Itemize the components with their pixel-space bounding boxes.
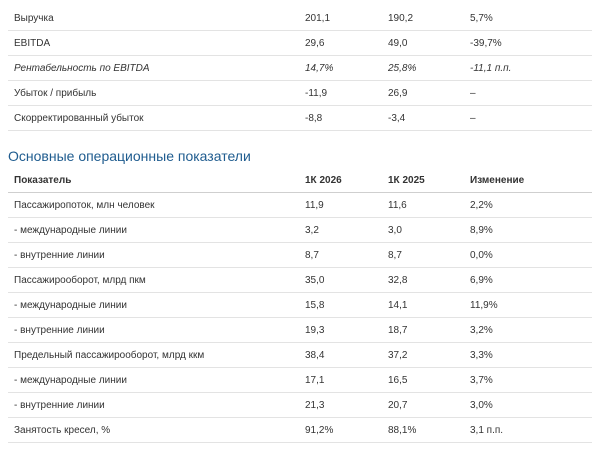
table-cell: Скорректированный убыток [8,105,299,131]
table-cell: 15,8 [299,292,382,318]
table-cell: -11,9 [299,80,382,106]
table-cell: - внутренние линии [8,317,299,343]
table-cell: 2,2% [464,192,592,218]
header-cell: 1К 2026 [299,168,382,193]
table-cell: 14,7% [299,55,382,81]
table-cell: -39,7% [464,30,592,56]
table-row: - внутренние линии 19,3 18,7 3,2% [8,317,592,343]
table-cell: 3,0% [464,392,592,418]
table-row: Убыток / прибыль -11,9 26,9– [8,80,592,106]
table-cell: – [464,80,592,106]
table-cell: 20,7 [382,392,464,418]
table-cell: Занятость кресел, % [8,417,299,443]
table-cell: 3,2% [464,317,592,343]
table-cell: - внутренние линии [8,242,299,268]
operational-table: Показатель 1К 2026 1К 2025 Изменение Пассаж… [8,168,592,443]
table-row: Занятость кресел, % 91,2% 88,1% 3,1 п.п. [8,417,592,443]
table-row: - международные линии 3,2 3,0 8,9% [8,217,592,243]
table-cell: 26,9 [382,80,464,106]
table-cell: - внутренние линии [8,392,299,418]
table-cell: Пассажирооборот, млрд пкм [8,267,299,293]
table-cell: Предельный пассажирооборот, млрд ккм [8,342,299,368]
table-cell: 37,2 [382,342,464,368]
table-cell: 25,8% [382,55,464,81]
table-row: Пассажирооборот, млрд пкм 35,0 32,8 6,9% [8,267,592,293]
table-row: Предельный пассажирооборот, млрд ккм 38,4… [8,342,592,368]
table-cell: 91,2% [299,417,382,443]
table-cell: 38,4 [299,342,382,368]
table-row: Скорректированный убыток -8,8 -3,4– [8,105,592,131]
table-cell: 5,7% [464,6,592,31]
table-cell: 29,6 [299,30,382,56]
table-cell: 190,2 [382,6,464,31]
table-cell: Рентабельность по EBITDA [8,55,299,81]
table-cell: 3,1 п.п. [464,417,592,443]
table-cell: 32,8 [382,267,464,293]
table-cell: 6,9% [464,267,592,293]
table-cell: Пассажиропоток, млн человек [8,192,299,218]
table-cell: -11,1 п.п. [464,55,592,81]
table-cell: 8,7 [299,242,382,268]
header-row: Показатель 1К 2026 1К 2025 Изменение [8,168,592,193]
table-cell: 16,5 [382,367,464,393]
table-row: - внутренние линии 8,7 8,7 0,0% [8,242,592,268]
table-cell: 11,9 [299,192,382,218]
table-cell: 3,0 [382,217,464,243]
table-cell: -8,8 [299,105,382,131]
table-cell: 17,1 [299,367,382,393]
table-cell: -3,4 [382,105,464,131]
table-cell: 0,0% [464,242,592,268]
table-row: - внутренние линии 21,3 20,7 3,0% [8,392,592,418]
section-title: Основные операционные показатели [8,148,251,164]
table-cell: EBITDA [8,30,299,56]
table-cell: - международные линии [8,367,299,393]
table-cell: 11,9% [464,292,592,318]
table-cell: Убыток / прибыль [8,80,299,106]
table-cell: 88,1% [382,417,464,443]
table-cell: 11,6 [382,192,464,218]
table-cell: - международные линии [8,292,299,318]
table-cell: 14,1 [382,292,464,318]
table-row: - международные линии 17,1 16,5 3,7% [8,367,592,393]
table-cell: 19,3 [299,317,382,343]
table-row: Пассажиропоток, млн человек 11,9 11,6 2,2% [8,192,592,218]
table-row: - международные линии 15,8 14,1 11,9% [8,292,592,318]
table-row: Выручка 201,1 190,2 5,7% [8,6,592,31]
table-cell: 3,2 [299,217,382,243]
header-cell: Изменение [464,168,592,193]
table-cell: – [464,105,592,131]
financial-table: Выручка 201,1 190,2 5,7% EBITDA 29,6 49,0 -39,7… [8,6,592,131]
table-cell: 35,0 [299,267,382,293]
table-cell: 3,3% [464,342,592,368]
header-cell: Показатель [8,168,299,193]
header-cell: 1К 2025 [382,168,464,193]
table-cell: 8,9% [464,217,592,243]
table-cell: 3,7% [464,367,592,393]
table-cell: 18,7 [382,317,464,343]
table-cell: Выручка [8,6,299,31]
table-cell: - международные линии [8,217,299,243]
table-cell: 201,1 [299,6,382,31]
table-cell: 49,0 [382,30,464,56]
table-cell: 8,7 [382,242,464,268]
table-cell: 21,3 [299,392,382,418]
table-row: Рентабельность по EBITDA 14,7% 25,8% -11,1 … [8,55,592,81]
table-row: EBITDA 29,6 49,0 -39,7% [8,30,592,56]
